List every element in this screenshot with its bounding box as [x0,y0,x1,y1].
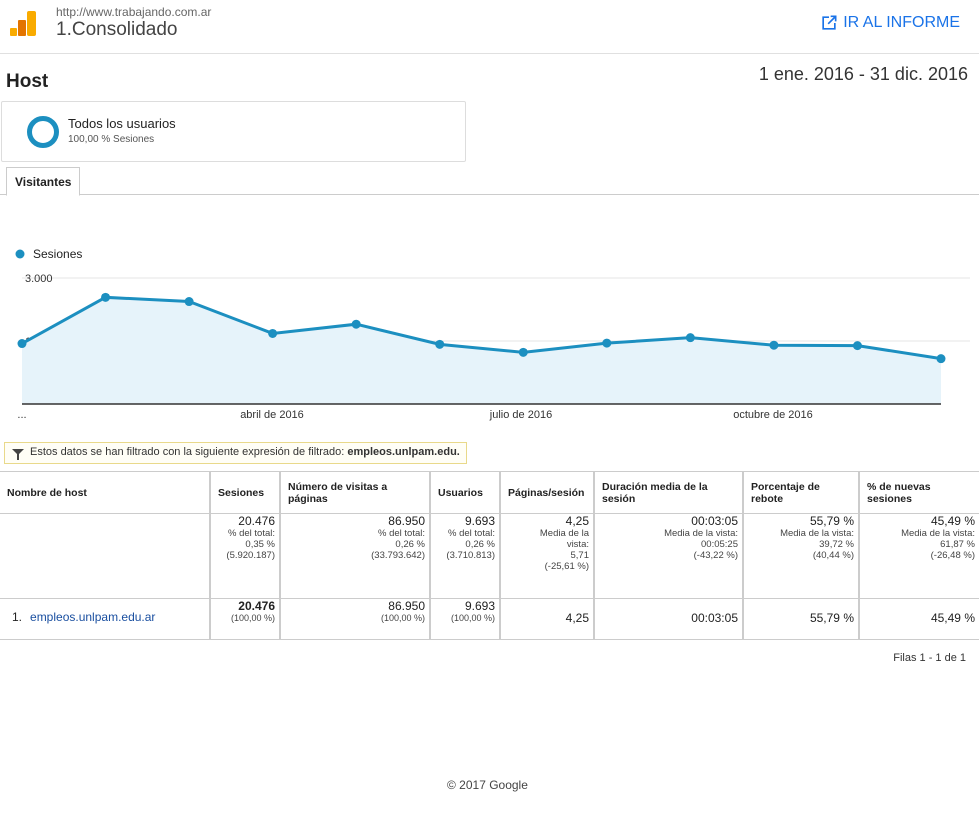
x-tick-label: ... [17,409,26,421]
analytics-logo-icon [10,10,38,38]
total-bounce: 55,79 % Media de la vista: 39,72 % (40,4… [742,513,859,599]
col-header-bounce[interactable]: Porcentaje de rebote [742,471,859,514]
x-tick-label: abril de 2016 [240,409,304,421]
funnel-icon [12,449,24,460]
row-avg-duration: 00:03:05 [593,598,743,640]
property-url: http://www.trabajando.com.ar [56,5,212,19]
row-users: 9.693 (100,00 %) [429,598,500,640]
total-pageviews: 86.950 % del total: 0,26 % (33.793.642) [279,513,430,599]
legend-label-sesiones: Sesiones [33,247,82,261]
row-index: 1. [12,610,23,624]
data-point [769,340,779,350]
filter-note-text: Estos datos se han filtrado con la sigui… [30,446,345,458]
footer-copyright: © 2017 Google [447,778,528,792]
data-point [602,338,612,348]
row-sessions: 20.476 (100,00 %) [209,598,280,640]
segment-ring-icon [27,116,59,148]
total-avg-duration: 00:03:05 Media de la vista: 00:05:25 (-4… [593,513,743,599]
data-point [184,297,194,307]
col-header-pageviews[interactable]: Número de visitas a páginas [279,471,430,514]
tab-bar: Visitantes [0,167,979,196]
row-bounce: 55,79 % [742,598,859,640]
page-title: Host [6,71,49,92]
date-range[interactable]: 1 ene. 2016 - 31 dic. 2016 [758,64,968,84]
legend-dot [15,249,25,259]
segment-label: Todos los usuarios [68,116,176,131]
top-bar: http://www.trabajando.com.ar 1.Consolida… [0,0,979,54]
col-header-sessions[interactable]: Sesiones [209,471,280,514]
col-header-users[interactable]: Usuarios [429,471,500,514]
data-point [101,292,111,302]
host-link[interactable]: empleos.unlpam.edu.ar [30,610,156,624]
series-line-sesiones [21,295,942,361]
col-header-avg-duration[interactable]: Duración media de la sesión [593,471,743,514]
col-header-new-sessions[interactable]: % de nuevas sesiones [858,471,979,514]
totals-row: 20.476 % del total: 0,35 % (5.920.187) 8… [0,513,979,599]
view-name: 1.Consolidado [56,19,178,40]
y-tick-label: 3.000 [25,273,53,285]
data-point [268,328,278,338]
sessions-chart: Sesiones 3.0001.500 ...abril de 2016juli… [0,240,979,430]
tab-visitantes[interactable]: Visitantes [6,167,81,196]
x-tick-label: julio de 2016 [489,409,552,421]
series-area [22,297,941,404]
total-users: 9.693 % del total: 0,26 % (3.710.813) [429,513,500,599]
total-pages-session: 4,25 Media de la vista: 5,71 (-25,61 %) [499,513,594,599]
col-header-host[interactable]: Nombre de host [0,471,210,514]
chart-svg: Sesiones 3.0001.500 ...abril de 2016juli… [15,247,970,421]
data-point [685,333,695,343]
segment-sublabel: 100,00 % Sesiones [68,134,155,145]
total-new-sessions: 45,49 % Media de la vista: 61,87 % (-26,… [858,513,979,599]
data-point [435,339,445,349]
filter-note: Estos datos se han filtrado con la sigui… [4,442,467,464]
x-tick-label: octubre de 2016 [733,409,813,421]
pagination-info: Filas 1 - 1 de 1 [893,652,966,664]
go-to-report-button[interactable]: IR AL INFORME [819,13,960,33]
row-new-sessions: 45,49 % [858,598,979,640]
col-header-pages-session[interactable]: Páginas/sesión [499,471,594,514]
data-point [852,341,862,351]
go-to-report-label: IR AL INFORME [843,14,960,31]
total-sessions: 20.476 % del total: 0,35 % (5.920.187) [209,513,280,599]
external-link-icon [822,15,837,30]
data-point [351,319,361,329]
row-pages-session: 4,25 [499,598,594,640]
data-point [936,354,946,364]
filter-expression: empleos.unlpam.edu. [347,446,460,458]
row-pageviews: 86.950 (100,00 %) [279,598,430,640]
report-table: Nombre de host Sesiones Número de visita… [0,471,979,640]
host-cell: 1. empleos.unlpam.edu.ar [0,598,210,640]
data-point [17,339,27,349]
table-row: 1. empleos.unlpam.edu.ar 20.476 (100,00 %… [0,598,979,640]
segment-card[interactable]: Todos los usuarios 100,00 % Sesiones [1,101,466,162]
data-point [518,347,528,357]
